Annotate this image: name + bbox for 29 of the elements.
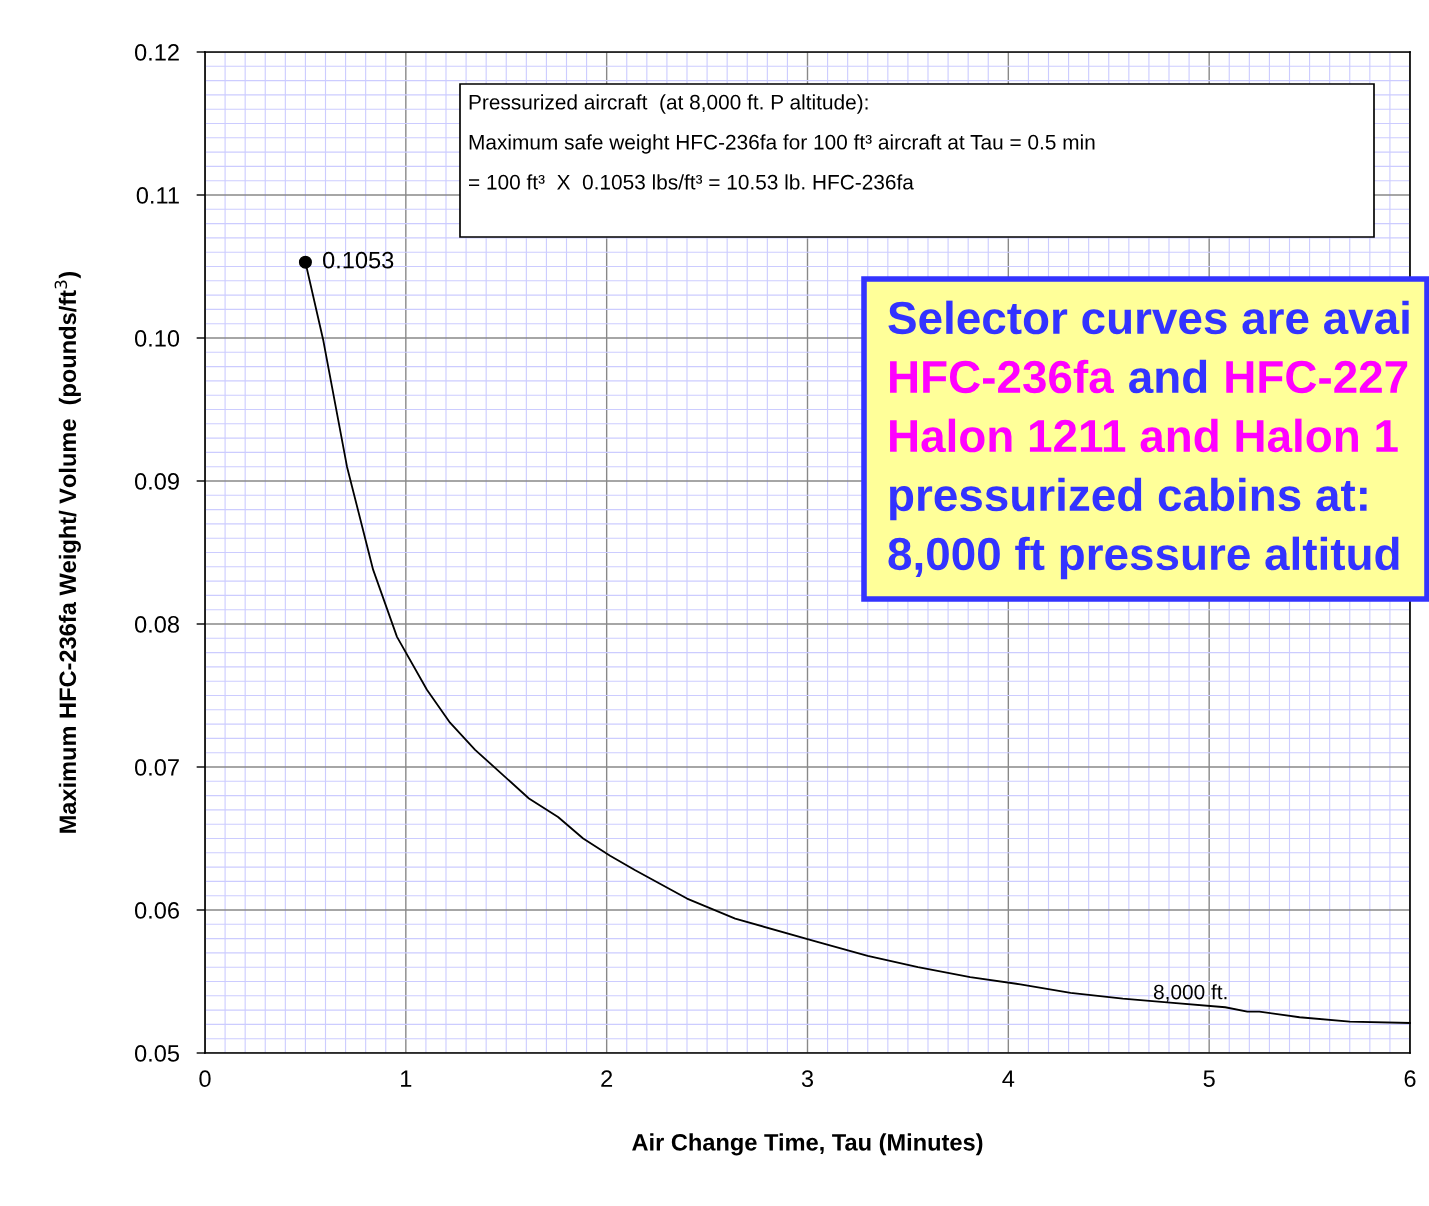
annotation: Halon 1211 and Halon 1	[890, 418, 1398, 453]
y-tick-label: 0.12	[134, 44, 179, 61]
annotation: Maximum safe weight HFC-236fa for 100 ft³ aircraft at Tau = 0.5 min	[469, 134, 1095, 154]
annotation: 8,000 ft pressure altitud	[888, 536, 1399, 580]
y-axis-title: Maximum HFC-236fa Weight/ Volume (pounds/ft$^{3}$)	[54, 271, 81, 833]
y-tick-label: 0.08	[134, 616, 179, 633]
x-tick-label: 1	[401, 1070, 412, 1087]
annotation: HFC-236fa	[890, 359, 1114, 394]
y-tick-label: 0.10	[134, 330, 180, 347]
x-tick-label: 6	[1404, 1070, 1416, 1088]
x-axis-title: Air Change Time, Tau (Minutes)	[632, 1133, 983, 1156]
x-tick-label: 0	[199, 1070, 211, 1088]
annotation: Pressurized aircraft (at 8,000 ft. P altitude):	[469, 94, 868, 114]
y-tick-label: 0.11	[136, 187, 179, 204]
x-tick-label: 4	[1002, 1070, 1015, 1087]
y-tick-label: 0.07	[134, 759, 179, 776]
series-label: 8,000 ft.	[1153, 984, 1227, 1002]
x-tick-label: 3	[801, 1070, 814, 1088]
y-tick-label: 0.06	[134, 902, 179, 919]
x-tick-label: 5	[1203, 1070, 1215, 1088]
x-tick-label: 2	[601, 1070, 613, 1087]
data-label: 0.1053	[323, 251, 394, 269]
annotation: Selector curves are avai	[888, 300, 1409, 335]
annotation: HFC-227	[1226, 360, 1408, 394]
annotation: and	[1129, 359, 1207, 394]
annotation: = 100 ft³ X 0.1053 lbs/ft³ = 10.53 lb. HFC-236fa	[469, 174, 914, 190]
y-tick-label: 0.09	[134, 473, 179, 490]
y-tick-label: 0.05	[134, 1045, 180, 1062]
annotation: pressurized cabins at:	[890, 477, 1367, 521]
